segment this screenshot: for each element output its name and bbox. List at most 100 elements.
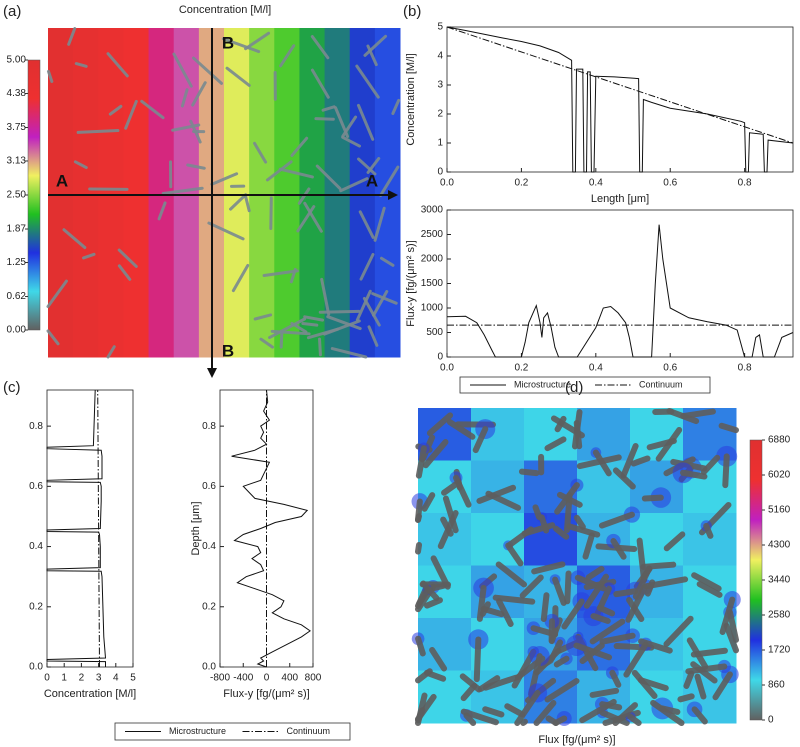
crack <box>504 703 526 718</box>
crack <box>520 718 528 726</box>
crack <box>582 532 595 560</box>
crack <box>677 693 695 703</box>
crack <box>548 639 564 662</box>
heat-cell <box>524 408 578 461</box>
crack <box>424 597 443 609</box>
crack <box>420 580 440 602</box>
crack <box>473 636 482 683</box>
colorbar-label: 5160 <box>768 505 791 516</box>
crack <box>589 687 620 698</box>
colorbar-label: 2.50 <box>7 190 27 201</box>
crack <box>225 66 251 87</box>
colorbar-label: 3.13 <box>7 156 27 167</box>
x-axis-label: Flux-y [fg/(μm² s)] <box>223 688 309 700</box>
x-tick-label: 0 <box>44 673 50 684</box>
crack <box>296 205 316 233</box>
crack <box>626 596 645 623</box>
colorbar-label: 0.62 <box>7 291 27 302</box>
crack <box>421 492 436 512</box>
panel-label: (d) <box>565 379 583 396</box>
crack <box>596 604 616 617</box>
crack <box>310 35 330 60</box>
crack <box>680 408 716 420</box>
crack <box>320 277 331 316</box>
crack <box>379 256 395 267</box>
crack <box>73 160 88 170</box>
crack <box>472 426 489 454</box>
colorbar-label: 3440 <box>768 575 791 586</box>
x-tick-label: 0.4 <box>589 363 603 374</box>
x-tick-label: 0 <box>264 673 270 684</box>
x-tick-label: 0.6 <box>663 363 677 374</box>
x-tick-label: 0.4 <box>589 178 603 189</box>
crack <box>703 522 714 539</box>
legend-label: Continuum <box>639 379 683 389</box>
y-tick-label: 1000 <box>421 303 444 314</box>
crack <box>636 537 648 583</box>
y-tick-label: 3 <box>437 80 443 91</box>
colorbar-label: 4.38 <box>7 88 27 99</box>
crack <box>82 252 96 260</box>
y-tick-label: 0.0 <box>29 662 43 673</box>
crack <box>663 615 694 648</box>
crack <box>326 315 362 331</box>
crack <box>518 468 540 477</box>
crack <box>265 160 293 182</box>
crack <box>297 187 311 205</box>
crack <box>573 514 586 530</box>
crack <box>415 635 426 657</box>
y-tick-label: 2000 <box>421 254 444 265</box>
crack <box>367 325 379 347</box>
heat-cell <box>418 618 472 671</box>
y-axis-label: Concentration [M/l] <box>405 53 417 145</box>
crack <box>655 426 683 462</box>
plot-frame <box>446 26 794 173</box>
crack <box>519 574 544 599</box>
crack <box>355 64 380 99</box>
crack <box>379 165 400 197</box>
series-line <box>46 389 107 667</box>
series-line <box>446 224 794 358</box>
crack <box>321 105 336 112</box>
crack <box>415 541 423 555</box>
crack <box>691 706 708 725</box>
crack <box>106 52 129 78</box>
y-tick-label: 3000 <box>421 205 444 216</box>
y-tick-label: 0.6 <box>202 481 216 492</box>
y-tick-label: 0.6 <box>29 481 43 492</box>
y-tick-label: 2500 <box>421 229 444 240</box>
colorbar-label: 0 <box>768 715 774 726</box>
crack <box>192 56 223 85</box>
crack <box>330 347 368 359</box>
legend-box <box>459 376 711 394</box>
plot-frame <box>446 209 794 358</box>
crack <box>76 129 120 134</box>
crack <box>210 172 239 186</box>
crack <box>289 267 297 284</box>
crack <box>46 329 60 346</box>
crack <box>540 592 550 623</box>
chart-title: Concentration [M/l] <box>179 4 271 16</box>
heat-cell <box>299 28 326 358</box>
crack <box>74 62 88 68</box>
section-label: B <box>222 33 234 52</box>
crack <box>545 715 559 726</box>
crack <box>303 201 323 233</box>
y-axis-label: Depth [μm] <box>190 501 202 555</box>
crack <box>495 561 528 588</box>
crack <box>67 27 77 46</box>
crack <box>391 98 401 115</box>
crack <box>373 206 386 242</box>
crack <box>180 88 189 108</box>
crack <box>663 531 686 552</box>
crack <box>722 453 730 489</box>
crack <box>583 573 610 609</box>
crack <box>253 313 273 321</box>
crack <box>124 99 138 130</box>
y-tick-label: 0.4 <box>29 541 43 552</box>
crack <box>532 504 543 521</box>
heat-cell <box>249 28 275 358</box>
crack <box>415 707 426 724</box>
crack <box>108 104 123 116</box>
crack <box>514 655 546 681</box>
